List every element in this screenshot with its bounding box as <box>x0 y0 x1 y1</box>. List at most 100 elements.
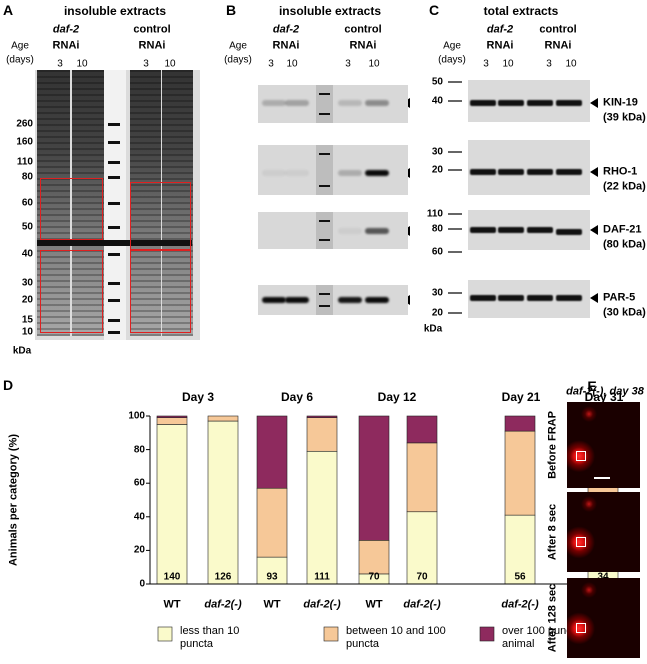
ladder-band <box>108 123 120 126</box>
frap-image <box>567 402 640 488</box>
x-tick-label: daf-2(-) <box>403 598 441 611</box>
age-label: Age <box>443 40 461 52</box>
group-sub: RNAi <box>138 39 166 52</box>
marker-label: 40 <box>431 95 443 107</box>
protein-name: DAF-21 <box>603 223 642 236</box>
marker-label: 60 <box>431 246 443 258</box>
marker-label: 40 <box>21 248 33 260</box>
marker-label: 80 <box>21 171 33 183</box>
lane <box>162 70 193 336</box>
protein-name: KIN-19 <box>603 96 638 109</box>
legend-swatch <box>479 626 495 642</box>
group-name: control <box>539 23 577 36</box>
count-label: 93 <box>266 571 278 583</box>
group-name: control <box>344 23 382 36</box>
marker-label: 160 <box>16 136 33 148</box>
x-tick-label: daf-2(-) <box>501 598 539 611</box>
marker-lane <box>316 85 333 123</box>
count-label: 70 <box>368 571 380 583</box>
ladder-band <box>319 220 330 222</box>
ladder-band <box>319 293 330 295</box>
band <box>285 297 309 303</box>
protein-size: (30 kDa) <box>603 306 646 319</box>
ladder-band <box>108 226 120 229</box>
marker-lane <box>316 285 333 315</box>
bleach-roi <box>576 623 586 634</box>
band <box>556 169 582 175</box>
ladder-band <box>108 202 120 205</box>
marker-lane <box>104 70 126 340</box>
protein-name: PAR-5 <box>603 291 636 304</box>
x-tick-label: WT <box>365 598 383 611</box>
count-label: 111 <box>314 571 330 583</box>
group-name: daf-2 <box>52 23 80 36</box>
marker-label: 30 <box>431 287 443 299</box>
band <box>470 169 496 175</box>
band <box>338 170 362 176</box>
y-tick-label: 100 <box>128 410 145 422</box>
band <box>338 297 362 303</box>
band <box>527 100 553 106</box>
bar-segment <box>256 415 288 489</box>
highlight-box <box>40 250 103 333</box>
band <box>365 228 389 234</box>
scale-bar <box>594 477 610 479</box>
group-label: Day 6 <box>280 390 314 405</box>
marker-label: 50 <box>431 76 443 88</box>
age-label: Age <box>11 40 29 52</box>
bar-segment <box>504 430 536 516</box>
bar-segment <box>406 415 438 444</box>
group-label: Day 21 <box>501 390 541 405</box>
lane <box>72 70 104 336</box>
age-value: 3 <box>57 58 63 70</box>
marker-lane <box>316 212 333 249</box>
bar-segment <box>406 442 438 513</box>
ladder-band <box>108 161 120 164</box>
ladder-band <box>319 113 330 115</box>
blot-strip <box>258 85 408 123</box>
age-value: 10 <box>368 58 380 70</box>
band <box>470 100 496 106</box>
bar-segment <box>306 415 338 418</box>
y-tick-label: 80 <box>133 443 145 455</box>
x-tick-label: WT <box>263 598 281 611</box>
panel-label: D <box>2 376 14 393</box>
marker-lane <box>316 145 333 195</box>
ladder-band <box>108 141 120 144</box>
protein-size: (22 kDa) <box>603 180 646 193</box>
marker-label: 20 <box>431 164 443 176</box>
group-sub: RNAi <box>52 39 80 52</box>
band <box>365 170 389 176</box>
panel-label: B <box>225 1 237 18</box>
legend-label: between 10 and 100 puncta <box>346 625 446 650</box>
bar-segment <box>306 450 338 585</box>
band <box>556 100 582 106</box>
age-value: 10 <box>502 58 514 70</box>
lane <box>130 70 161 336</box>
arrowhead <box>590 293 598 303</box>
band <box>527 227 553 233</box>
ladder-band <box>108 253 120 256</box>
ladder-band <box>319 93 330 95</box>
count-label: 56 <box>514 571 526 583</box>
age-value: 3 <box>483 58 489 70</box>
ladder-band <box>319 305 330 307</box>
highlight-box <box>130 182 191 250</box>
bar-segment <box>358 415 390 541</box>
band <box>498 227 524 233</box>
marker-label: 30 <box>431 146 443 158</box>
ladder-band <box>108 282 120 285</box>
bar-segment <box>256 487 288 558</box>
ladder-band <box>319 185 330 187</box>
marker-unit: kDa <box>423 323 443 335</box>
highlight-box <box>130 250 191 333</box>
band <box>365 100 389 106</box>
y-tick-label: 40 <box>133 511 145 523</box>
legend-swatch <box>157 626 173 642</box>
marker-label: 50 <box>21 221 33 233</box>
bleach-roi <box>576 537 586 548</box>
frame-label: After 8 sec <box>546 503 559 561</box>
marker-label: 20 <box>21 294 33 306</box>
frame-label: After 128 sec <box>546 583 559 653</box>
band <box>556 229 582 235</box>
